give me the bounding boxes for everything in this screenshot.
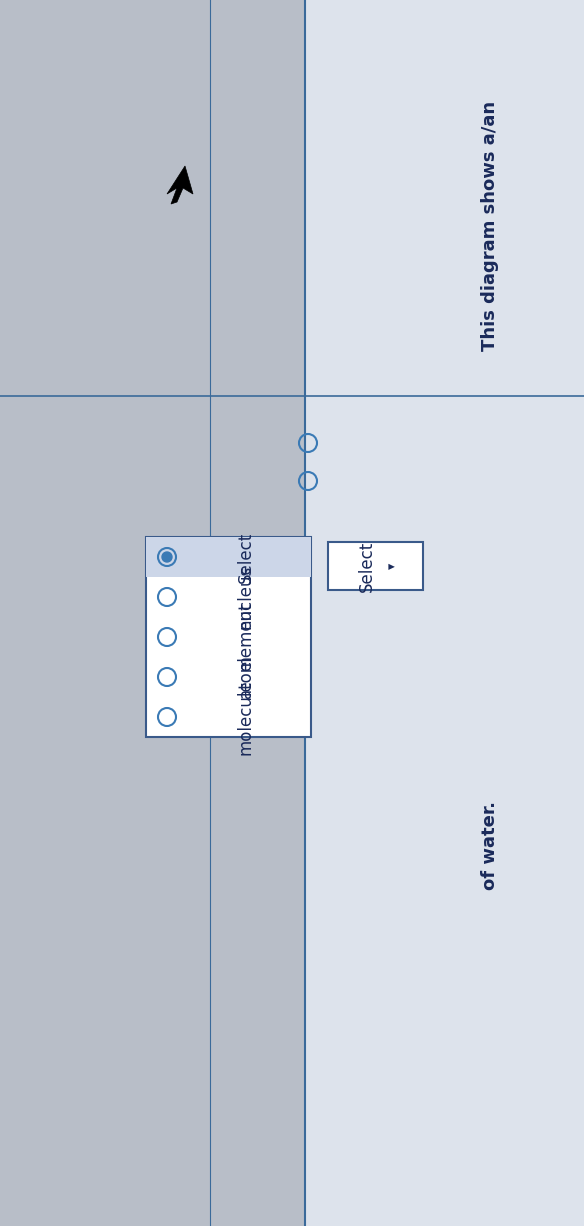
- Text: Select: Select: [358, 541, 376, 592]
- Bar: [145, 537, 311, 577]
- Text: ▾: ▾: [387, 563, 399, 569]
- FancyBboxPatch shape: [328, 542, 422, 590]
- Text: element: element: [237, 603, 255, 672]
- Polygon shape: [167, 166, 193, 204]
- Circle shape: [162, 552, 172, 562]
- Bar: [305, 0, 584, 1226]
- Text: of water.: of water.: [481, 802, 499, 890]
- Text: nucleus: nucleus: [237, 565, 255, 629]
- Text: This diagram shows a/an: This diagram shows a/an: [481, 101, 499, 351]
- Text: atom: atom: [237, 656, 255, 699]
- Text: Select: Select: [237, 531, 255, 582]
- FancyBboxPatch shape: [145, 537, 311, 737]
- Text: molecule: molecule: [237, 679, 255, 755]
